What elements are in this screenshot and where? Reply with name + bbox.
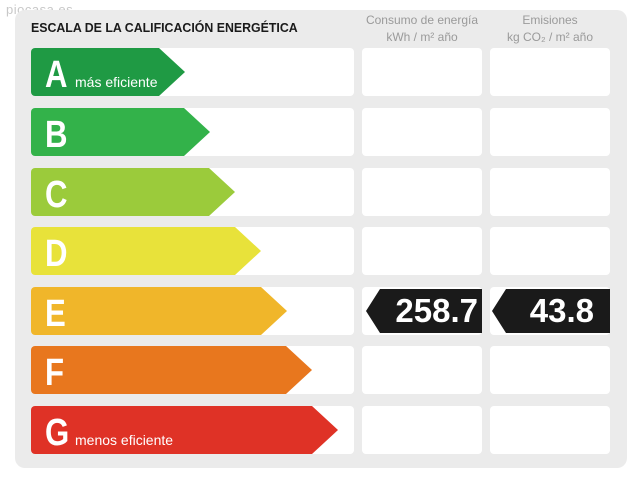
consumo-cell-c <box>362 168 482 216</box>
consumo-cell-a <box>362 48 482 96</box>
consumo-cell-b <box>362 108 482 156</box>
emisiones-value: 43.8 <box>529 292 594 329</box>
rating-bar-d: D <box>31 227 261 275</box>
rating-letter-d: D <box>45 233 68 275</box>
rating-letter-g: G <box>45 412 70 454</box>
consumo-header-unit: kWh / m² año <box>386 30 458 44</box>
emisiones-cell-a <box>490 48 610 96</box>
emisiones-column-header: Emisiones kg CO₂ / m² año <box>489 12 611 46</box>
rating-desc-a: más eficiente <box>75 74 158 90</box>
consumo-cell-f <box>362 346 482 394</box>
rating-letter-b: B <box>45 114 68 156</box>
consumo-cell-g <box>362 406 482 454</box>
emisiones-value-tag: 43.8 <box>492 289 610 333</box>
rating-bar-f: F <box>31 346 312 394</box>
rating-letter-c: C <box>45 174 68 216</box>
emisiones-cell-g <box>490 406 610 454</box>
consumo-column-header: Consumo de energía kWh / m² año <box>361 12 483 46</box>
emisiones-cell-c <box>490 168 610 216</box>
rating-bar-a: A más eficiente <box>31 48 185 96</box>
rating-letter-a: A <box>45 54 68 96</box>
emisiones-header-unit: kg CO₂ / m² año <box>506 30 593 44</box>
rating-bar-b: B <box>31 108 210 156</box>
rating-desc-g: menos eficiente <box>75 432 174 448</box>
emisiones-header-label: Emisiones <box>522 13 578 27</box>
consumo-header-label: Consumo de energía <box>365 13 479 27</box>
rating-letter-e: E <box>45 293 66 335</box>
consumo-cell-d <box>362 227 482 275</box>
emisiones-cell-d <box>490 227 610 275</box>
emisiones-cell-b <box>490 108 610 156</box>
scale-title: ESCALA DE LA CALIFICACIÓN ENERGÉTICA <box>31 20 298 35</box>
consumo-value-tag: 258.7 <box>366 289 482 333</box>
rating-bar-g: G menos eficiente <box>31 406 338 454</box>
rating-letter-f: F <box>45 352 65 394</box>
rating-bar-c: C <box>31 168 235 216</box>
emisiones-cell-f <box>490 346 610 394</box>
rating-bar-e: E <box>31 287 287 335</box>
consumo-value: 258.7 <box>395 292 478 329</box>
